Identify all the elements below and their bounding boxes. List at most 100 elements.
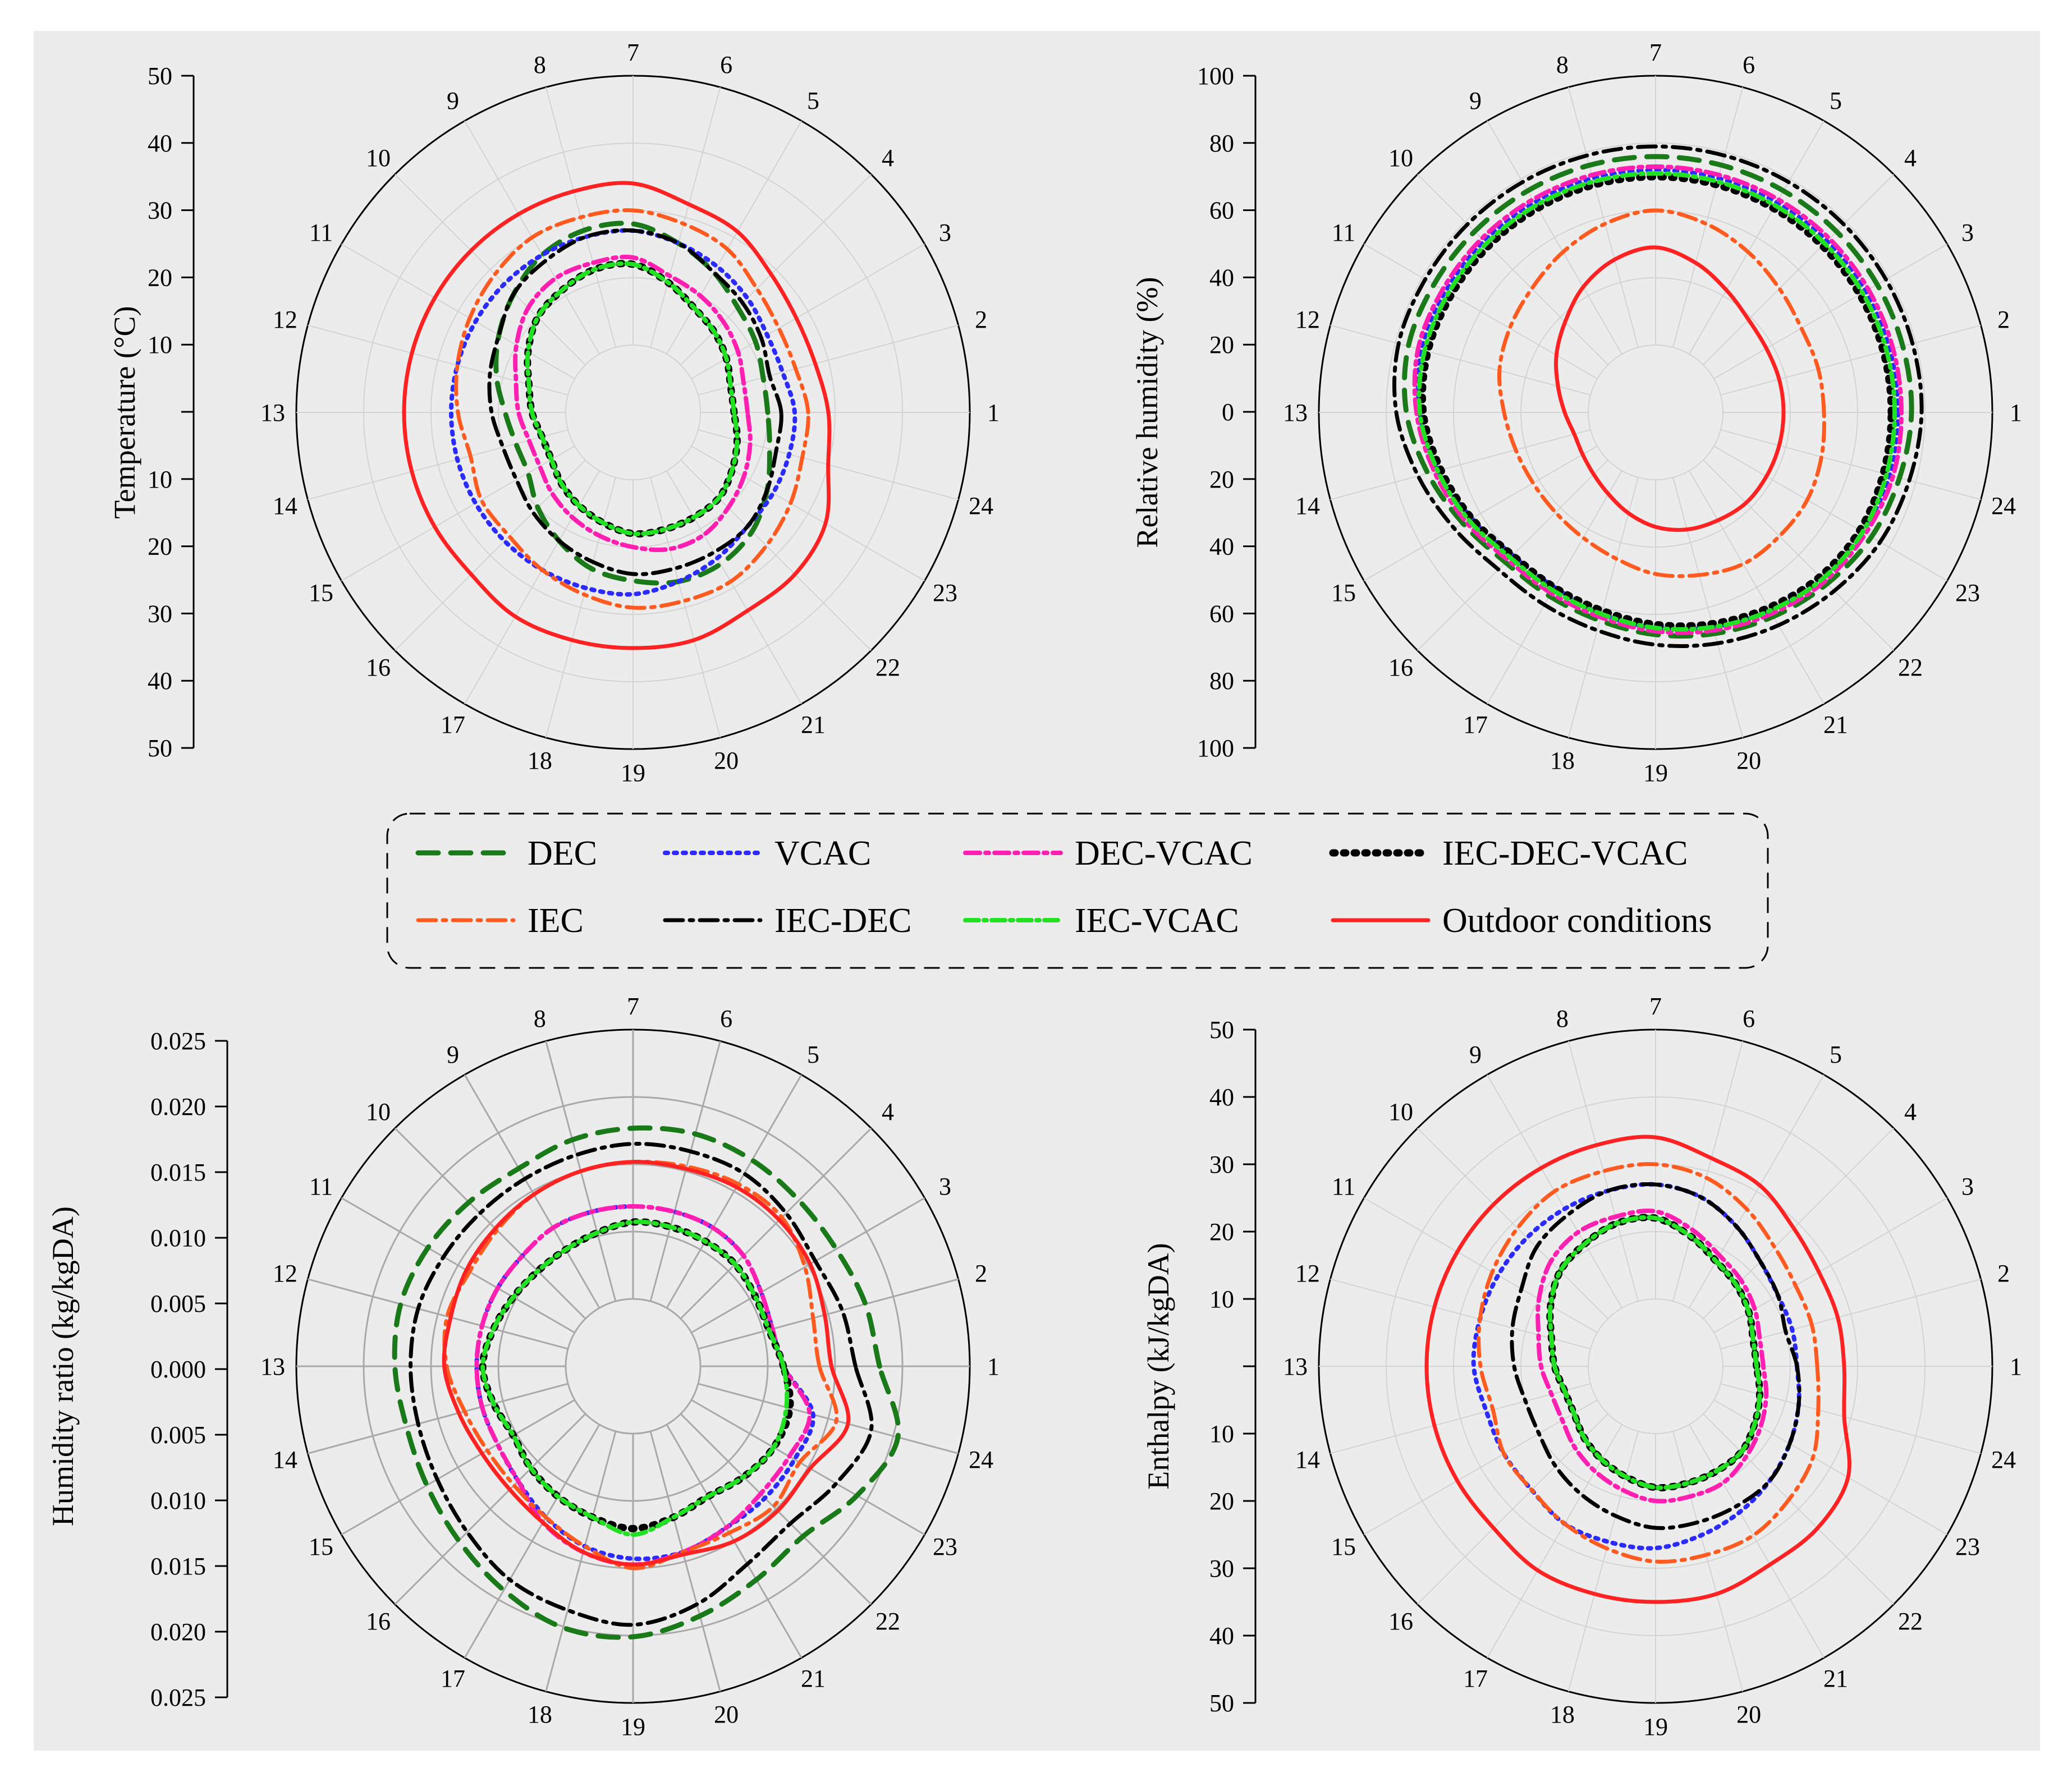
axis-tick-label: 40 [1209, 533, 1234, 561]
axis-tick-label: 40 [1209, 1083, 1234, 1111]
series-iec-dec [487, 228, 783, 576]
axis-tick-label: 20 [1209, 1218, 1234, 1246]
grid-spoke [1713, 244, 1948, 379]
hour-label: 8 [534, 51, 546, 79]
series-iec-dec [1392, 144, 1924, 648]
axis-tick-label: 20 [1209, 331, 1234, 359]
grid-spoke [649, 1431, 721, 1692]
series-group [402, 181, 832, 650]
grid-spoke [1689, 1424, 1825, 1659]
hour-label: 12 [273, 1260, 297, 1287]
grid-spoke [1330, 324, 1591, 396]
radial-axis: 0.025 0.020 0.015 0.010 0.005 0.000 0.005 0.010… [46, 1027, 228, 1711]
radial-axis: 50 40 30 20 10 10 20 30 40 50 Enthalpy (kJ/kgDA) [1142, 1016, 1257, 1717]
grid-spoke [1363, 1197, 1598, 1333]
axis-tick-label: 60 [1209, 600, 1234, 627]
series-iec-vcac [1417, 171, 1897, 632]
axis-tick-label: 80 [1209, 667, 1234, 695]
grid-spoke [1720, 324, 1981, 396]
hour-label: 11 [309, 219, 333, 246]
axis-tick-label: 0 [1222, 398, 1234, 426]
axis-tick-label: 10 [1209, 1420, 1234, 1448]
series-iec-vcac [480, 1219, 790, 1537]
radial-axis: 100 80 60 40 20 0 20 40 60 80 100 Relative humidity… [1130, 62, 1257, 762]
hour-label: 13 [260, 1353, 285, 1380]
grid-spoke [464, 470, 600, 705]
hour-label: 23 [933, 1533, 957, 1560]
hour-label: 10 [366, 1098, 391, 1126]
axis-tick-label: 80 [1209, 130, 1234, 157]
hour-label: 16 [1388, 1608, 1413, 1635]
axis-tick-label: 30 [148, 600, 172, 627]
grid-spoke [691, 244, 925, 379]
grid-spoke [394, 1127, 586, 1320]
grid-spoke [1672, 477, 1744, 738]
series-group [1424, 1135, 1851, 1604]
hour-label: 13 [1283, 399, 1308, 426]
hour-label: 20 [1736, 747, 1761, 774]
series-iec [454, 208, 810, 610]
hour-label: 6 [720, 51, 732, 79]
hour-label: 9 [447, 87, 459, 114]
grid-spoke [1689, 120, 1825, 355]
grid-spoke [1672, 1431, 1744, 1692]
hour-label: 22 [875, 1608, 900, 1635]
hour-label: 1 [987, 399, 1000, 426]
hour-label: 5 [807, 87, 819, 114]
grid-spoke [1487, 120, 1622, 355]
legend-item-vcac: VCAC [663, 834, 871, 873]
axis-tick-label: 0.025 [150, 1027, 206, 1055]
axis-tick-label: 20 [148, 533, 172, 561]
grid-spoke [308, 324, 569, 396]
grid-spoke [341, 446, 575, 581]
hour-label: 8 [1556, 51, 1569, 79]
axis-tick-label: 0.015 [150, 1553, 206, 1580]
hour-label: 19 [621, 759, 645, 787]
grid-spoke [1487, 1424, 1622, 1659]
axis-tick-label: 0.010 [150, 1224, 206, 1252]
hour-label: 14 [1295, 1446, 1320, 1473]
hour-label: 18 [528, 1701, 552, 1728]
legend-label: IEC-DEC [774, 902, 912, 940]
axis-tick-label: 30 [1209, 1151, 1234, 1178]
hour-label: 18 [1550, 1701, 1575, 1728]
axis-tick-label: 10 [148, 331, 172, 359]
axis-tick-label: 100 [1197, 734, 1234, 762]
axis-tick-label: 0.015 [150, 1159, 206, 1186]
hour-label: 12 [1295, 306, 1320, 333]
axis-tick-label: 0.020 [150, 1093, 206, 1121]
axis-tick-label: 20 [1209, 466, 1234, 493]
hour-label: 11 [1332, 219, 1355, 246]
hour-label: 9 [1469, 1041, 1482, 1068]
hour-label: 19 [1643, 759, 1668, 787]
axis-tick-label: 10 [148, 466, 172, 493]
series-iec [1477, 1162, 1821, 1564]
hour-label: 7 [627, 39, 639, 66]
axis-tick-label: 40 [1209, 1622, 1234, 1650]
grid-spoke [1567, 477, 1639, 738]
legend-label: IEC-DEC-VCAC [1442, 834, 1688, 873]
grid-spoke [1672, 87, 1744, 348]
legend-label: Outdoor conditions [1442, 902, 1712, 940]
hour-label: 12 [273, 306, 297, 333]
series-outdoor-conditions [1554, 245, 1786, 532]
polar-grid [1318, 75, 1993, 750]
series-group [392, 1125, 901, 1640]
grid-spoke [1363, 446, 1598, 581]
hour-label: 24 [969, 492, 993, 520]
grid-spoke [698, 1383, 959, 1454]
grid-spoke [1330, 1383, 1591, 1454]
hour-label: 17 [1463, 1665, 1488, 1692]
grid-spoke [464, 1074, 600, 1308]
hour-label: 8 [534, 1005, 546, 1032]
hour-label: 1 [987, 1353, 1000, 1380]
legend-item-iec-vcac: IEC-VCAC [963, 902, 1239, 940]
grid-spoke [545, 1431, 617, 1692]
hour-label: 16 [1388, 654, 1413, 681]
hour-label: 2 [1997, 1260, 2010, 1287]
legend-label: DEC [528, 834, 597, 873]
